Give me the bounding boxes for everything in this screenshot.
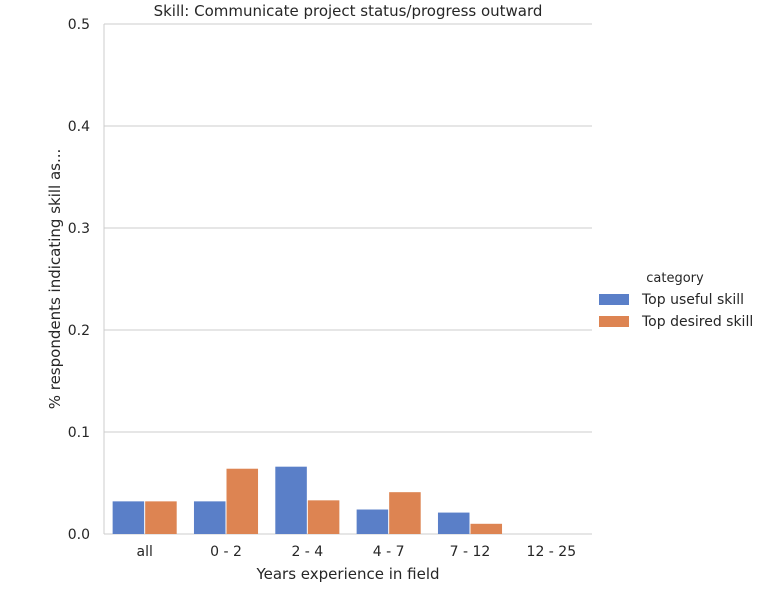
x-axis-label: Years experience in field [255, 565, 439, 583]
legend-swatch-top-useful-skill [599, 294, 629, 305]
y-tick-label: 0.5 [68, 17, 90, 33]
chart-title: Skill: Communicate project status/progre… [154, 2, 543, 20]
x-tick-label: 2 - 4 [291, 544, 323, 560]
bar [145, 501, 177, 534]
x-tick-label: 7 - 12 [450, 544, 491, 560]
x-tick-labels: all 0 - 2 2 - 4 4 - 7 7 - 12 12 - 25 [136, 544, 576, 560]
y-gridlines [103, 23, 592, 535]
legend-title: category [646, 271, 704, 286]
y-tick-label: 0.4 [68, 119, 90, 135]
bar [193, 501, 226, 534]
y-tick-label: 0.1 [68, 425, 90, 441]
x-tick-label: 12 - 25 [527, 544, 577, 560]
y-tick-label: 0.2 [68, 323, 90, 339]
y-tick-label: 0.3 [68, 221, 90, 237]
legend: category Top useful skill Top desired sk… [599, 271, 753, 330]
bar [470, 523, 503, 534]
y-axis-label: % respondents indicating skill as... [46, 149, 64, 410]
y-tick-labels: 0.0 0.1 0.2 0.3 0.4 0.5 [68, 17, 90, 543]
bar [307, 500, 340, 534]
bar [389, 492, 421, 534]
bars [112, 466, 503, 534]
bar [112, 501, 145, 534]
bar [275, 466, 307, 534]
x-tick-label: 0 - 2 [210, 544, 242, 560]
x-tick-label: all [136, 544, 152, 560]
legend-swatch-top-desired-skill [599, 316, 629, 327]
x-tick-label: 4 - 7 [373, 544, 405, 560]
bar [356, 509, 389, 534]
y-tick-label: 0.0 [68, 527, 90, 543]
legend-label-top-useful-skill: Top useful skill [641, 292, 744, 308]
bar [437, 512, 470, 534]
legend-label-top-desired-skill: Top desired skill [641, 314, 753, 330]
bar [226, 468, 259, 534]
